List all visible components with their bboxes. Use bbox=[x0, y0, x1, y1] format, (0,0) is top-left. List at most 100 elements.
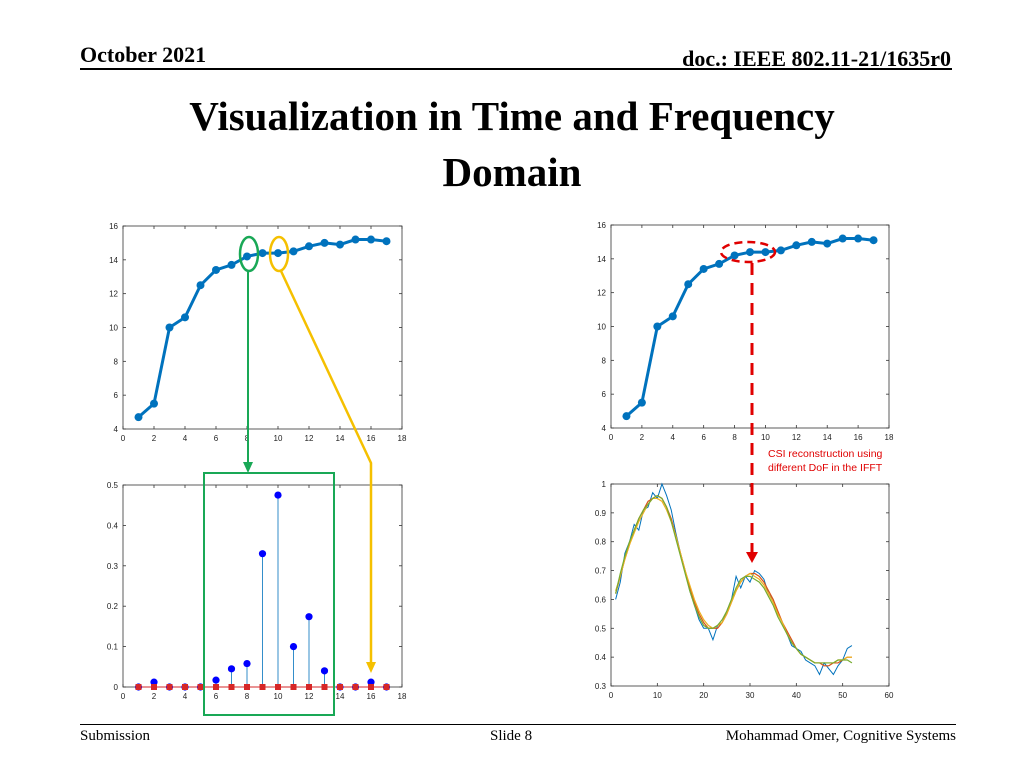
y-tick-label: 16 bbox=[109, 222, 118, 231]
data-point bbox=[854, 234, 863, 243]
stem-marker-red bbox=[275, 684, 281, 690]
stem-marker bbox=[150, 678, 158, 686]
stem-marker-red bbox=[135, 684, 142, 690]
y-tick-label: 0.3 bbox=[107, 562, 119, 571]
stem-marker-red bbox=[259, 684, 266, 690]
y-tick-label: 0.5 bbox=[107, 481, 119, 490]
green-selection-box bbox=[203, 472, 335, 716]
x-tick-label: 14 bbox=[336, 692, 345, 701]
stem-marker-red bbox=[306, 684, 312, 690]
data-point bbox=[212, 265, 220, 274]
stem-marker-red bbox=[213, 684, 219, 690]
x-tick-label: 10 bbox=[761, 433, 770, 442]
y-tick-label: 16 bbox=[597, 221, 606, 230]
y-tick-label: 0.4 bbox=[107, 521, 119, 530]
y-tick-label: 0.2 bbox=[107, 602, 119, 611]
stem-marker bbox=[305, 613, 313, 621]
data-point bbox=[637, 398, 646, 407]
x-tick-label: 18 bbox=[885, 433, 894, 442]
data-point bbox=[134, 413, 143, 422]
x-tick-label: 8 bbox=[245, 692, 250, 701]
x-tick-label: 10 bbox=[653, 691, 662, 700]
data-point bbox=[761, 248, 770, 257]
annotation-line1: CSI reconstruction using bbox=[768, 448, 883, 460]
x-tick-label: 0 bbox=[609, 433, 614, 442]
x-tick-label: 16 bbox=[854, 433, 863, 442]
x-tick-label: 4 bbox=[183, 434, 188, 443]
y-tick-label: 6 bbox=[602, 390, 607, 399]
x-tick-label: 50 bbox=[838, 691, 847, 700]
stem-marker-red bbox=[197, 684, 204, 690]
x-tick-label: 18 bbox=[398, 692, 407, 701]
header-rule bbox=[80, 68, 952, 70]
x-tick-label: 0 bbox=[121, 434, 126, 443]
x-tick-label: 6 bbox=[214, 692, 219, 701]
stem-marker bbox=[289, 643, 298, 651]
stem-marker bbox=[243, 659, 251, 668]
series-line bbox=[137, 238, 387, 419]
y-tick-label: 8 bbox=[114, 357, 119, 366]
data-point bbox=[668, 312, 677, 321]
x-tick-label: 30 bbox=[746, 691, 755, 700]
x-tick-label: 6 bbox=[214, 434, 219, 443]
y-tick-label: 10 bbox=[597, 323, 606, 332]
footer-slide-number: Slide 8 bbox=[490, 728, 533, 744]
stem-marker-red bbox=[337, 684, 343, 690]
footer-rule bbox=[80, 724, 956, 725]
header-doc-id: doc.: IEEE 802.11-21/1635r0 bbox=[682, 46, 951, 71]
x-tick-label: 10 bbox=[274, 692, 283, 701]
x-tick-label: 2 bbox=[152, 434, 157, 443]
red-dashed-ellipse bbox=[719, 240, 777, 264]
data-point bbox=[792, 241, 801, 250]
reconstruction-series-2 bbox=[615, 494, 852, 667]
x-tick-label: 4 bbox=[183, 692, 188, 701]
annotation-line2: different DoF in the IFFT bbox=[768, 462, 883, 474]
stem-marker-red bbox=[321, 684, 328, 690]
data-point bbox=[715, 259, 724, 268]
y-tick-label: 14 bbox=[597, 255, 606, 264]
x-tick-label: 16 bbox=[367, 692, 376, 701]
stem-marker bbox=[367, 678, 375, 686]
data-point bbox=[622, 412, 631, 421]
data-point bbox=[336, 240, 344, 249]
x-tick-label: 18 bbox=[398, 434, 407, 443]
y-tick-label: 12 bbox=[109, 290, 118, 299]
x-tick-label: 14 bbox=[823, 433, 832, 442]
x-tick-label: 0 bbox=[609, 691, 614, 700]
stem-marker-red bbox=[383, 684, 390, 690]
stem-marker bbox=[227, 665, 236, 673]
data-point bbox=[807, 237, 816, 246]
x-tick-label: 60 bbox=[885, 691, 894, 700]
data-point bbox=[382, 237, 391, 246]
data-point bbox=[258, 249, 267, 258]
y-tick-label: 0.8 bbox=[595, 538, 607, 547]
annotation-overlays bbox=[203, 235, 777, 716]
data-point bbox=[730, 251, 739, 260]
y-tick-label: 4 bbox=[114, 425, 119, 434]
reconstruction-series-1 bbox=[615, 482, 853, 676]
y-tick-label: 0.6 bbox=[595, 595, 607, 604]
chart-panel-bottom-left: 0 2 4 6 8 10 12 14 16 18 0 0.1 0.2 0.3 0.4 0.5 bbox=[107, 481, 407, 701]
slide-title: Visualization in Time and Frequency Doma… bbox=[0, 88, 1024, 200]
stem-marker-red bbox=[228, 684, 235, 690]
data-point bbox=[367, 235, 375, 244]
x-tick-label: 6 bbox=[701, 433, 706, 442]
y-tick-label: 0.5 bbox=[595, 624, 607, 633]
series-line bbox=[625, 237, 874, 418]
slide-title-line2: Domain bbox=[442, 149, 582, 195]
stem-marker bbox=[274, 491, 282, 499]
green-arrowhead bbox=[243, 462, 253, 473]
y-tick-label: 0.4 bbox=[595, 653, 607, 662]
yellow-arrow-shaft bbox=[279, 270, 373, 664]
chart-panel-bottom-right: 0 10 20 30 40 50 60 0.3 0.4 0.5 0.6 0.7 0.8 0.9 1 bbox=[595, 480, 894, 700]
stem-marker-red bbox=[244, 684, 250, 690]
yellow-highlight-ellipse bbox=[268, 235, 290, 273]
stem-marker-red bbox=[368, 684, 374, 690]
x-tick-label: 12 bbox=[305, 434, 314, 443]
x-tick-label: 2 bbox=[152, 692, 157, 701]
x-tick-label: 12 bbox=[792, 433, 801, 442]
x-tick-label: 20 bbox=[699, 691, 708, 700]
stem-marker bbox=[320, 667, 329, 675]
stem-marker-red bbox=[290, 684, 297, 690]
